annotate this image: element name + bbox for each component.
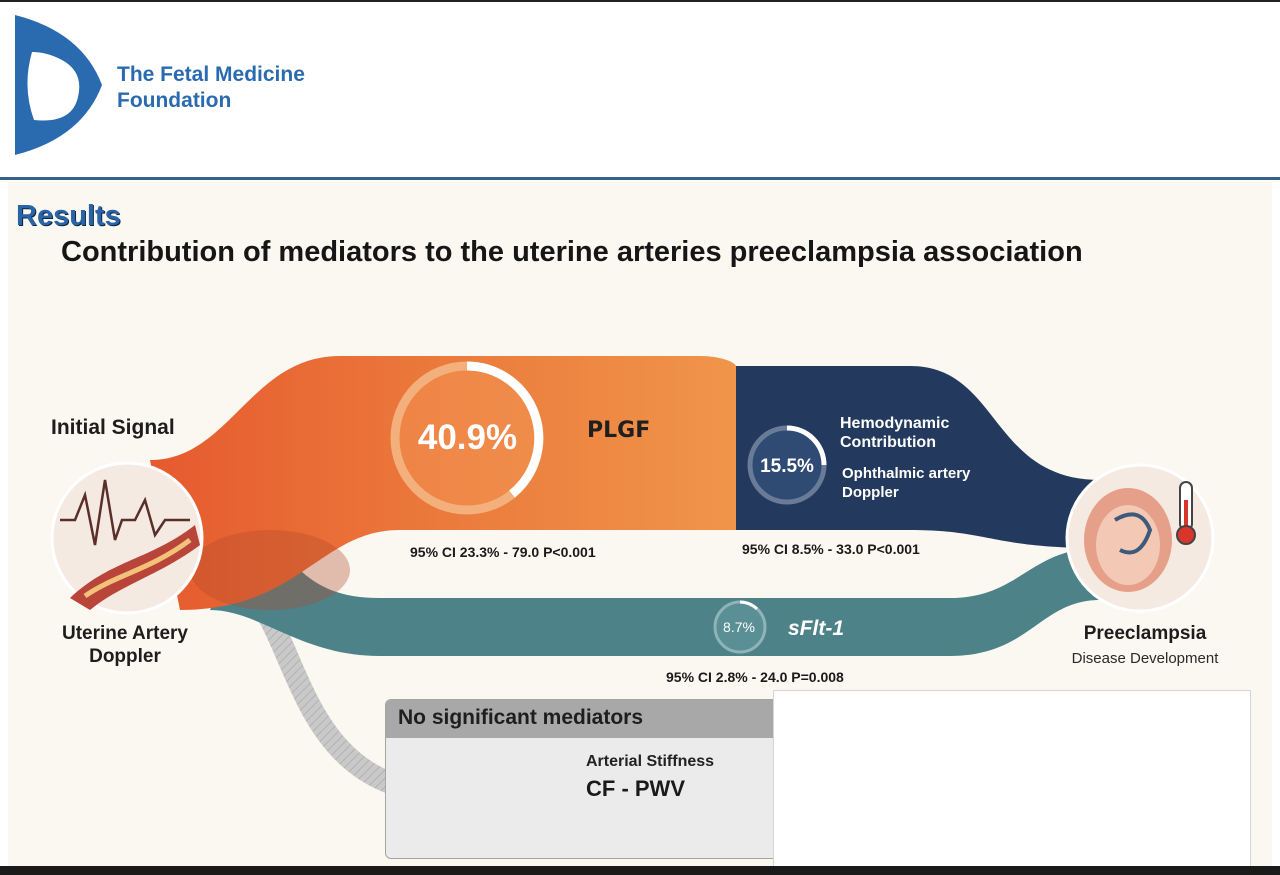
source-name: Uterine Artery Doppler: [61, 623, 188, 667]
header-rule: [0, 177, 1280, 180]
target-name: Preeclampsia: [1083, 623, 1207, 644]
organization-name: The Fetal Medicine Foundation: [117, 63, 305, 112]
bottom-border: [0, 866, 1280, 875]
hemodynamic-flow: [736, 366, 1100, 548]
sflt1-ci: 95% CI 2.8% - 24.0 P=0.008: [666, 669, 844, 685]
sflt1-flow: [210, 540, 1100, 656]
source-blend: [190, 530, 350, 610]
no-significant-title: No significant mediators: [398, 706, 644, 729]
top-border: [0, 0, 1280, 2]
plgf-percent: 40.9%: [417, 418, 518, 457]
target-sub: Disease Development: [1071, 650, 1219, 667]
cf-pwv-label: CF - PWV: [586, 776, 685, 801]
section-heading: Results: [16, 200, 121, 232]
arterial-stiffness-label: Arterial Stiffness: [586, 753, 715, 770]
ophthalmic-label: Ophthalmic artery Doppler: [842, 465, 971, 501]
slide-title: Contribution of mediators to the uterine…: [61, 236, 1083, 268]
plgf-ci: 95% CI 23.3% - 79.0 P<0.001: [410, 544, 596, 560]
hemodynamic-label: Hemodynamic Contribution: [840, 415, 950, 451]
plgf-label: PLGF: [587, 418, 651, 443]
plgf-flow: [150, 356, 736, 610]
sflt1-progress-ring: [713, 600, 767, 654]
ophthalmic-ci: 95% CI 8.5% - 33.0 P<0.001: [742, 541, 920, 557]
doppler-waveform-artery-icon: [50, 461, 204, 615]
ophthalmic-percent: 15.5%: [760, 456, 814, 477]
fmf-logo: [15, 15, 102, 155]
blank-overlay-box: [773, 690, 1251, 870]
sflt1-label: sFlt-1: [788, 617, 845, 640]
header: The Fetal Medicine Foundation: [0, 2, 1280, 178]
initial-signal-label: Initial Signal: [51, 416, 175, 439]
sflt1-percent: 8.7%: [723, 619, 755, 635]
hemodynamic-progress-ring: [747, 425, 827, 505]
plgf-progress-ring: [390, 361, 544, 515]
fetus-thermometer-icon: [1065, 463, 1215, 613]
